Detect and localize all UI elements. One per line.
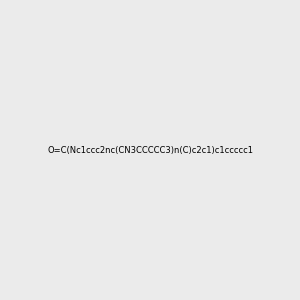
Text: O=C(Nc1ccc2nc(CN3CCCCC3)n(C)c2c1)c1ccccc1: O=C(Nc1ccc2nc(CN3CCCCC3)n(C)c2c1)c1ccccc… (47, 146, 253, 154)
